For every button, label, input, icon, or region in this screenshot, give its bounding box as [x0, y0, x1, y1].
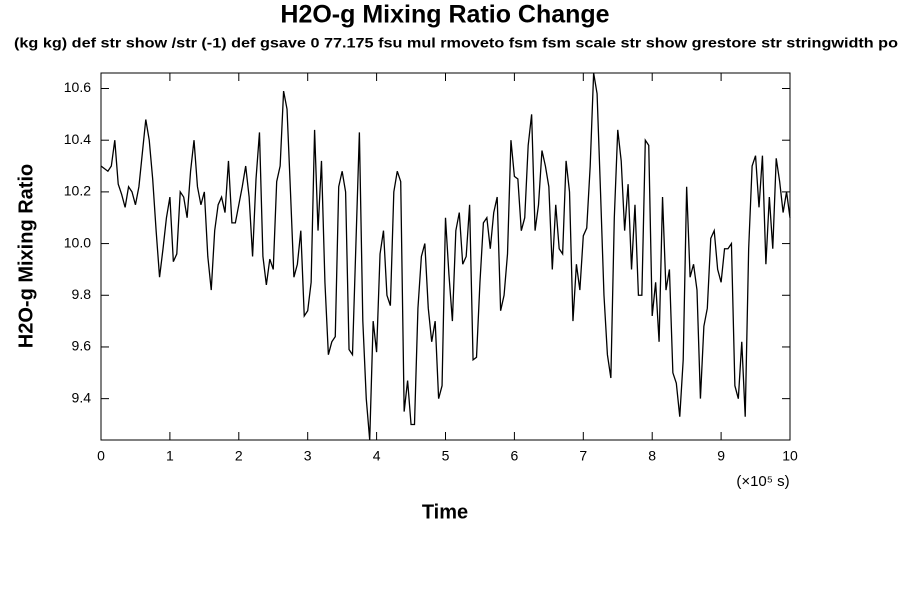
- x-tick-label: 8: [648, 448, 656, 464]
- plot-frame: [100, 72, 791, 441]
- x-tick-label: 7: [579, 448, 587, 464]
- y-tick-label: 10.6: [64, 79, 91, 95]
- y-tick-label: 9.6: [72, 338, 92, 354]
- y-tick-label: 10.2: [64, 183, 91, 199]
- x-axis-unit: (×10⁵ s): [736, 473, 789, 490]
- x-tick-label: 1: [166, 448, 174, 464]
- chart-subtitle: (kg kg) def str show /str (-1) def gsave…: [14, 36, 898, 51]
- x-tick-label: 10: [782, 448, 798, 464]
- x-tick-label: 2: [235, 448, 243, 464]
- x-axis-label: Time: [422, 501, 468, 523]
- x-tick-label: 4: [373, 448, 381, 464]
- y-tick-label: 9.4: [72, 389, 92, 405]
- chart-title: H2O-g Mixing Ratio Change: [280, 1, 609, 29]
- y-tick-label: 10.0: [64, 234, 91, 250]
- x-tick-label: 5: [442, 448, 450, 464]
- x-tick-label: 0: [97, 448, 105, 464]
- x-tick-label: 9: [717, 448, 725, 464]
- x-tick-label: 6: [511, 448, 519, 464]
- data-line: [100, 72, 791, 441]
- y-tick-label: 10.4: [64, 131, 91, 147]
- y-axis-label: H2O-g Mixing Ratio: [15, 164, 37, 348]
- x-tick-label: 3: [304, 448, 312, 464]
- y-tick-label: 9.8: [72, 286, 92, 302]
